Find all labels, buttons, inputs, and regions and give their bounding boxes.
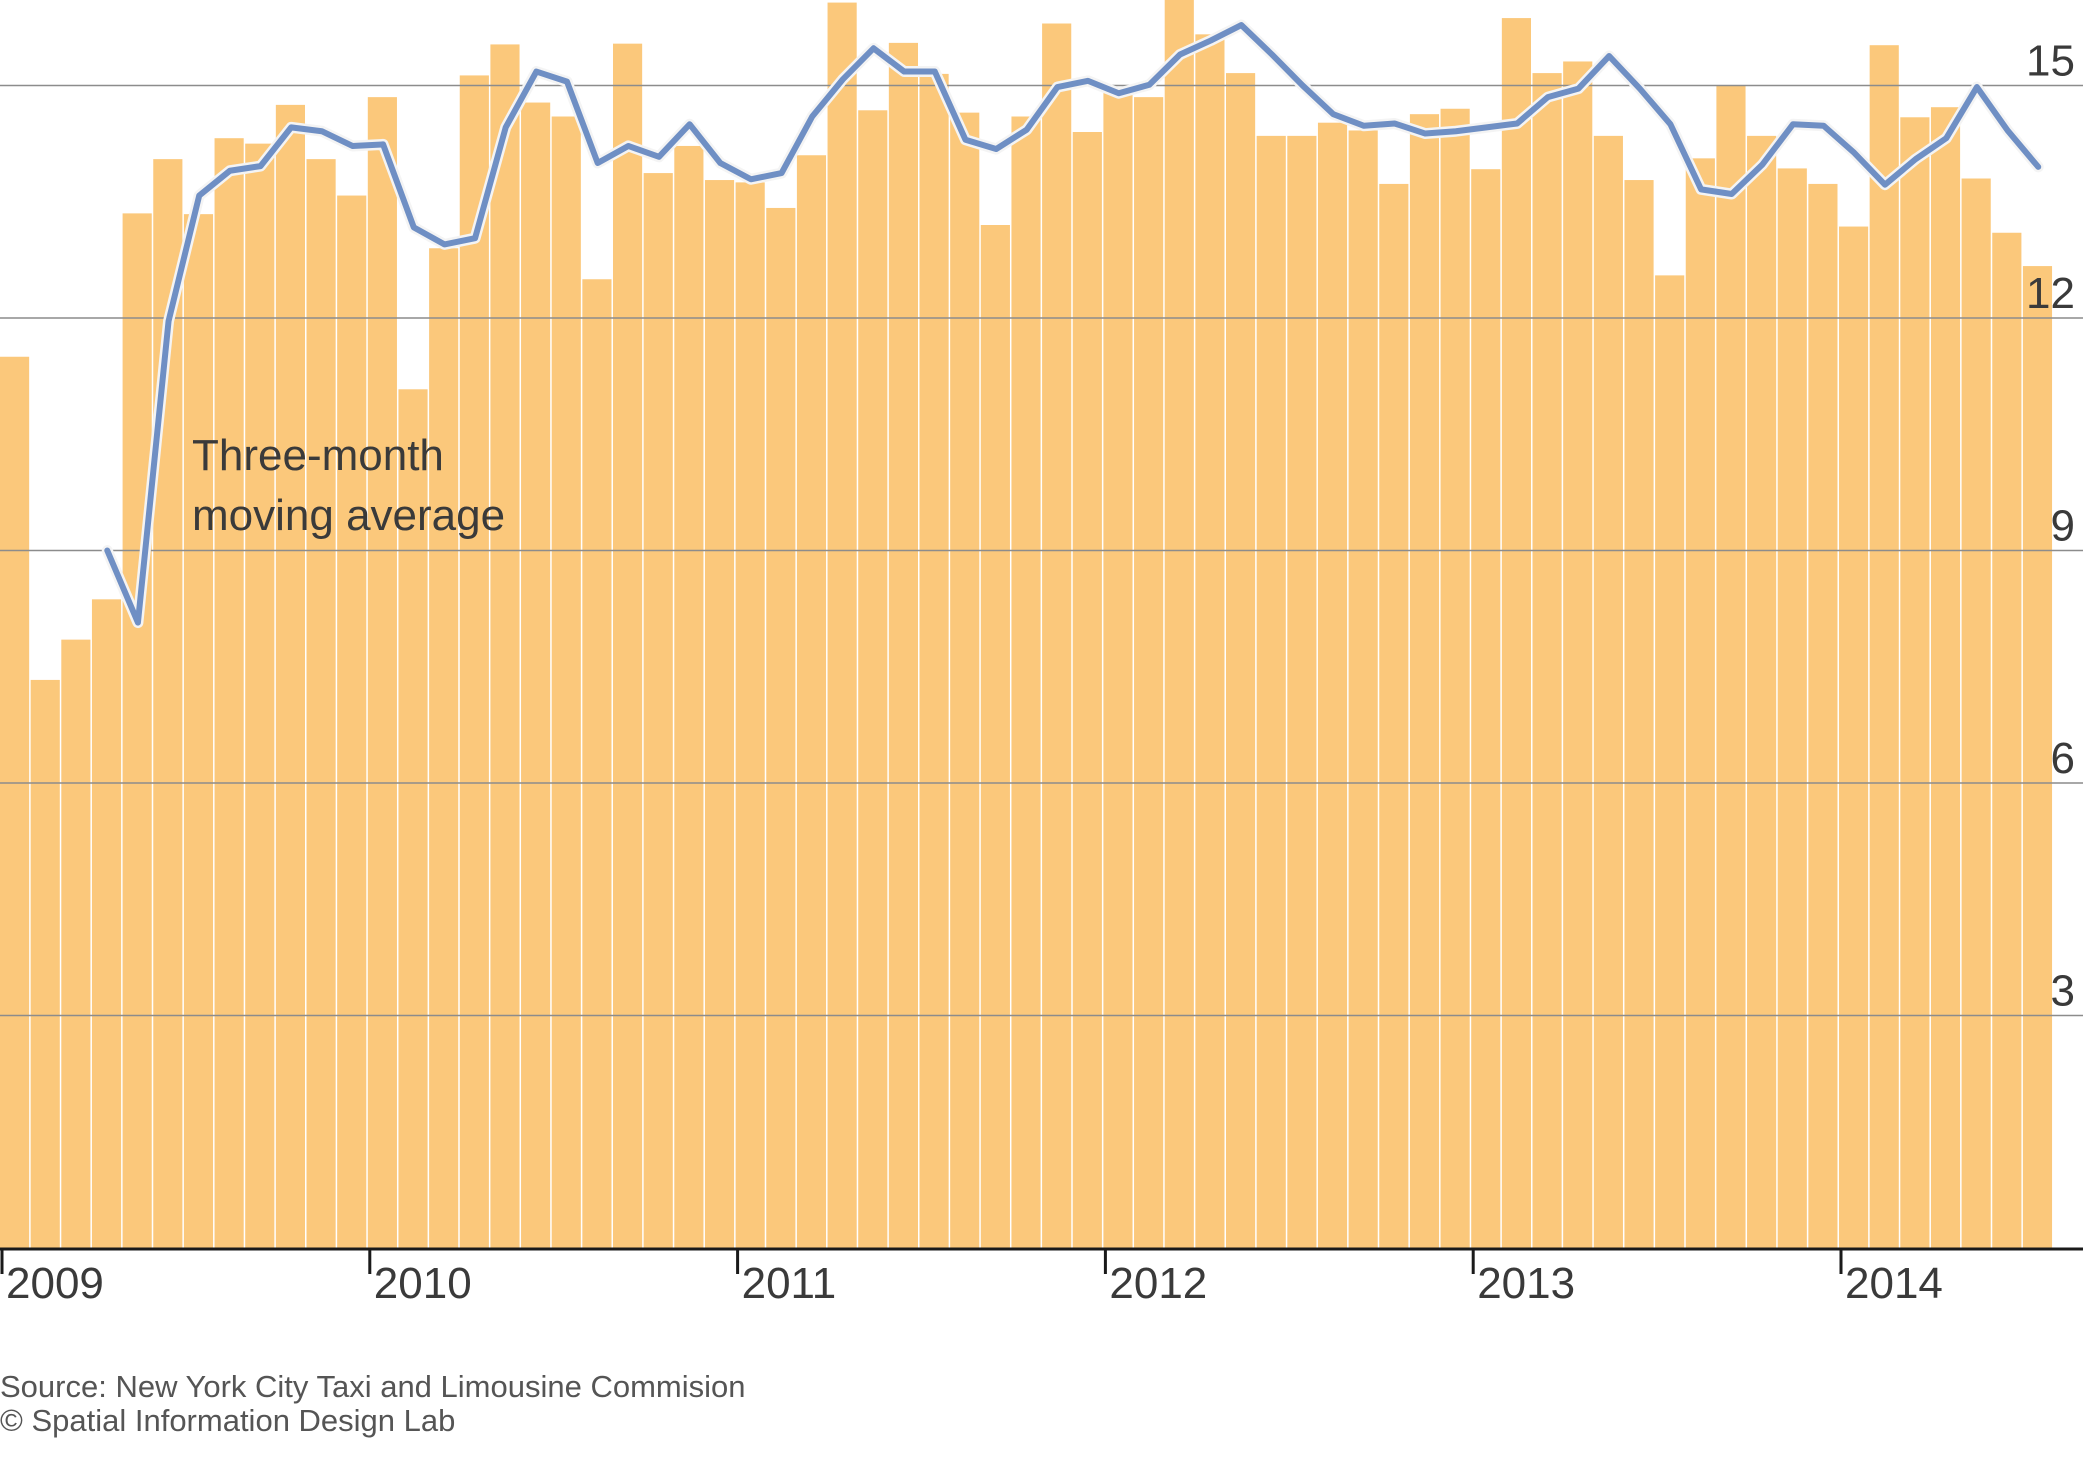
x-axis: 2009 2010 2011 2012 2013 2014 bbox=[0, 1247, 2083, 1308]
y-tick-label-3: 3 bbox=[2051, 967, 2075, 1016]
x-tick-label-2012: 2012 bbox=[1109, 1259, 1207, 1308]
bar-2012-09 bbox=[1348, 130, 1378, 1249]
bar-2014-03 bbox=[1900, 117, 1930, 1248]
bar-2013-12 bbox=[1808, 183, 1838, 1248]
bar-2010-09 bbox=[613, 43, 643, 1248]
bar-2012-01 bbox=[1103, 89, 1133, 1249]
annotation-line-1: Three-month bbox=[192, 431, 444, 480]
gridlines bbox=[0, 84, 2083, 1017]
bar-2013-02 bbox=[1501, 18, 1531, 1249]
bar-2009-03 bbox=[61, 639, 91, 1249]
bar-2011-05 bbox=[858, 110, 888, 1248]
bar-2012-08 bbox=[1317, 122, 1348, 1249]
bar-2009-09 bbox=[245, 143, 275, 1249]
bar-2010-05 bbox=[490, 44, 520, 1248]
moving-average-series bbox=[101, 19, 2044, 629]
x-tick-label-2010: 2010 bbox=[374, 1259, 472, 1308]
credit-note: © Spatial Information Design Lab bbox=[0, 1403, 456, 1438]
bar-2011-03 bbox=[796, 155, 827, 1248]
bar-2010-02 bbox=[398, 389, 428, 1248]
bar-2009-08 bbox=[214, 138, 244, 1249]
bar-2009-04 bbox=[91, 599, 122, 1248]
moving-average-line bbox=[104, 22, 2042, 626]
bar-2012-02 bbox=[1134, 97, 1164, 1249]
y-axis-labels: 3 6 9 12 15 bbox=[2026, 37, 2075, 1016]
x-tick-label-2013: 2013 bbox=[1477, 1259, 1575, 1308]
y-tick-label-12: 12 bbox=[2026, 269, 2075, 318]
bar-2013-04 bbox=[1563, 61, 1593, 1249]
bar-2013-06 bbox=[1624, 180, 1654, 1248]
bar-2011-07 bbox=[919, 73, 949, 1249]
bar-2014-07 bbox=[2022, 266, 2053, 1249]
bar-2009-05 bbox=[122, 213, 152, 1249]
bar-2009-02 bbox=[30, 679, 60, 1248]
bar-2012-07 bbox=[1287, 135, 1317, 1249]
bar-2010-04 bbox=[459, 75, 489, 1248]
bar-2009-11 bbox=[306, 159, 336, 1249]
bar-2013-01 bbox=[1471, 169, 1501, 1249]
bar-2013-07 bbox=[1655, 275, 1685, 1249]
bar-2012-04 bbox=[1195, 34, 1225, 1249]
bar-2012-12 bbox=[1440, 108, 1470, 1248]
bar-2012-03 bbox=[1164, 0, 1194, 1248]
bar-2012-10 bbox=[1379, 183, 1409, 1248]
x-tick-label-2011: 2011 bbox=[742, 1259, 837, 1308]
bar-2014-04 bbox=[1930, 107, 1961, 1249]
bar-2012-06 bbox=[1256, 135, 1286, 1249]
y-tick-label-15: 15 bbox=[2026, 37, 2075, 86]
bar-2013-03 bbox=[1532, 73, 1562, 1249]
bar-2010-08 bbox=[582, 279, 612, 1248]
source-note: Source: New York City Taxi and Limousine… bbox=[0, 1369, 746, 1404]
bar-2013-08 bbox=[1685, 158, 1715, 1249]
bar-2012-05 bbox=[1226, 73, 1256, 1249]
bar-2011-09 bbox=[980, 225, 1010, 1248]
bar-2010-10 bbox=[643, 173, 673, 1249]
bar-2013-09 bbox=[1716, 85, 1746, 1248]
bar-2010-03 bbox=[429, 248, 459, 1248]
bar-2010-06 bbox=[521, 102, 551, 1248]
bar-2014-05 bbox=[1961, 178, 1991, 1248]
x-tick-label-2009: 2009 bbox=[6, 1259, 104, 1308]
bar-2014-01 bbox=[1839, 226, 1869, 1249]
bar-2010-11 bbox=[674, 145, 704, 1249]
bar-2009-12 bbox=[337, 195, 367, 1248]
moving-average-annotation: Three-month moving average bbox=[192, 431, 505, 540]
bar-2011-11 bbox=[1042, 23, 1072, 1248]
bar-series bbox=[0, 0, 2053, 1249]
bar-2013-11 bbox=[1777, 168, 1807, 1248]
bar-2011-10 bbox=[1011, 116, 1041, 1248]
bar-2009-07 bbox=[183, 214, 214, 1248]
bar-2011-12 bbox=[1072, 132, 1102, 1248]
bar-2014-02 bbox=[1869, 45, 1899, 1249]
y-tick-label-9: 9 bbox=[2051, 502, 2075, 551]
bar-2010-01 bbox=[367, 97, 397, 1249]
bar-2011-06 bbox=[888, 42, 918, 1249]
annotation-line-2: moving average bbox=[192, 491, 505, 540]
x-tick-label-2014: 2014 bbox=[1845, 1259, 1943, 1308]
bar-2011-08 bbox=[950, 112, 980, 1249]
bar-2009-01 bbox=[0, 356, 30, 1248]
bar-2012-11 bbox=[1409, 114, 1440, 1248]
y-tick-label-6: 6 bbox=[2051, 734, 2075, 783]
bar-2011-04 bbox=[827, 2, 857, 1249]
bar-2011-02 bbox=[766, 207, 796, 1249]
bar-2010-07 bbox=[551, 116, 581, 1248]
bar-2010-12 bbox=[704, 180, 735, 1248]
bar-2013-10 bbox=[1747, 135, 1777, 1249]
bar-2009-10 bbox=[275, 104, 305, 1249]
bar-2013-05 bbox=[1593, 135, 1623, 1249]
bar-2014-06 bbox=[1992, 232, 2022, 1248]
bar-2011-01 bbox=[735, 182, 765, 1249]
